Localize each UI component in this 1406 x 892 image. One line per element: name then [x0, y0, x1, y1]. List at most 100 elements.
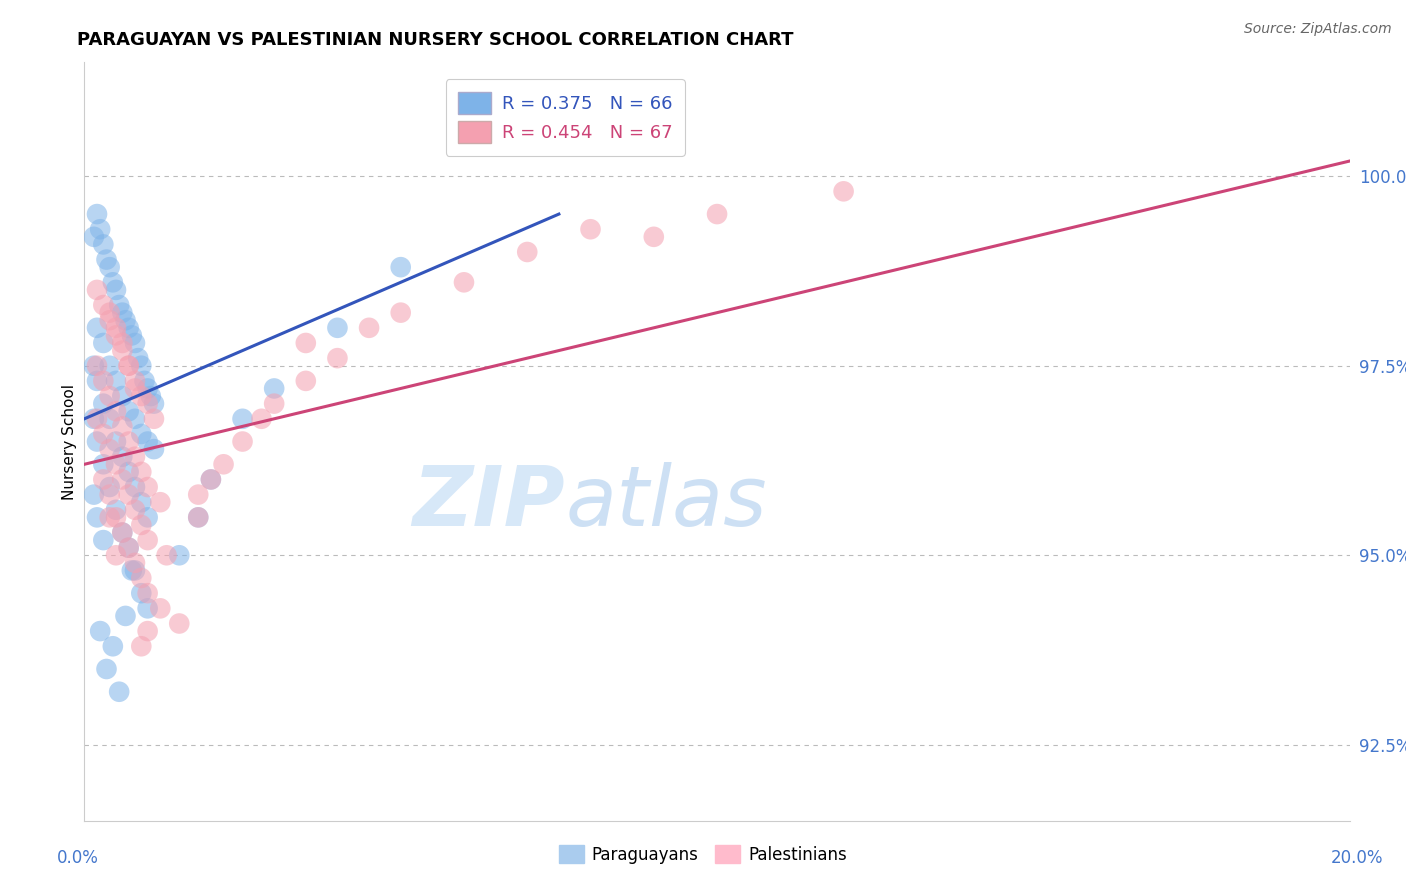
- Point: [98, 389, 121, 403]
- Point: [200, 472, 222, 486]
- Point: [136, 434, 159, 449]
- Point: [212, 458, 235, 472]
- Point: [149, 601, 172, 615]
- Point: [231, 434, 254, 449]
- Point: [143, 442, 166, 456]
- Point: [105, 503, 127, 517]
- Point: [98, 305, 121, 319]
- Point: [111, 419, 134, 434]
- Point: [124, 382, 146, 396]
- Point: [129, 495, 153, 509]
- Point: [124, 412, 146, 426]
- Point: [93, 472, 115, 486]
- Point: [149, 495, 172, 509]
- Point: [111, 389, 134, 403]
- Point: [111, 336, 134, 351]
- Point: [139, 389, 162, 403]
- Point: [86, 283, 108, 297]
- Point: [118, 359, 141, 373]
- Point: [111, 305, 134, 319]
- Point: [136, 533, 159, 547]
- Point: [136, 586, 159, 600]
- Point: [187, 510, 209, 524]
- Text: 20.0%: 20.0%: [1330, 849, 1384, 867]
- Point: [86, 359, 108, 373]
- Point: [250, 412, 273, 426]
- Point: [83, 359, 105, 373]
- Point: [326, 321, 349, 335]
- Point: [105, 434, 127, 449]
- Point: [105, 283, 127, 297]
- Point: [134, 374, 156, 388]
- Point: [136, 397, 159, 411]
- Point: [111, 525, 134, 540]
- Point: [98, 480, 121, 494]
- Point: [105, 458, 127, 472]
- Point: [127, 351, 149, 366]
- Point: [136, 601, 159, 615]
- Point: [118, 465, 141, 479]
- Point: [124, 480, 146, 494]
- Point: [111, 343, 134, 358]
- Point: [389, 305, 412, 319]
- Text: ZIP: ZIP: [412, 462, 565, 542]
- Point: [129, 517, 153, 532]
- Point: [93, 458, 115, 472]
- Point: [124, 564, 146, 578]
- Point: [124, 503, 146, 517]
- Point: [706, 207, 728, 221]
- Point: [105, 510, 127, 524]
- Point: [136, 510, 159, 524]
- Point: [295, 374, 318, 388]
- Point: [96, 662, 118, 676]
- Point: [129, 571, 153, 585]
- Point: [98, 442, 121, 456]
- Point: [86, 374, 108, 388]
- Point: [114, 313, 136, 327]
- Point: [129, 359, 153, 373]
- Point: [111, 472, 134, 486]
- Point: [98, 313, 121, 327]
- Point: [93, 237, 115, 252]
- Point: [121, 328, 143, 343]
- Y-axis label: Nursery School: Nursery School: [62, 384, 77, 500]
- Point: [169, 616, 191, 631]
- Point: [121, 564, 143, 578]
- Point: [118, 359, 141, 373]
- Point: [579, 222, 602, 236]
- Point: [105, 328, 127, 343]
- Point: [359, 321, 381, 335]
- Point: [86, 434, 108, 449]
- Point: [129, 640, 153, 654]
- Point: [118, 404, 141, 418]
- Point: [643, 230, 665, 244]
- Point: [118, 541, 141, 555]
- Point: [98, 412, 121, 426]
- Point: [93, 374, 115, 388]
- Point: [124, 374, 146, 388]
- Point: [136, 480, 159, 494]
- Point: [96, 252, 118, 267]
- Point: [93, 533, 115, 547]
- Point: [108, 685, 131, 699]
- Point: [105, 374, 127, 388]
- Point: [200, 472, 222, 486]
- Point: [516, 245, 538, 260]
- Point: [389, 260, 412, 275]
- Point: [93, 298, 115, 312]
- Point: [295, 336, 318, 351]
- Point: [93, 397, 115, 411]
- Point: [86, 510, 108, 524]
- Point: [136, 624, 159, 639]
- Point: [129, 465, 153, 479]
- Point: [86, 321, 108, 335]
- Point: [118, 541, 141, 555]
- Point: [89, 624, 111, 639]
- Point: [124, 556, 146, 570]
- Point: [101, 276, 124, 290]
- Point: [89, 222, 111, 236]
- Point: [187, 510, 209, 524]
- Point: [108, 298, 131, 312]
- Point: [136, 382, 159, 396]
- Point: [129, 427, 153, 442]
